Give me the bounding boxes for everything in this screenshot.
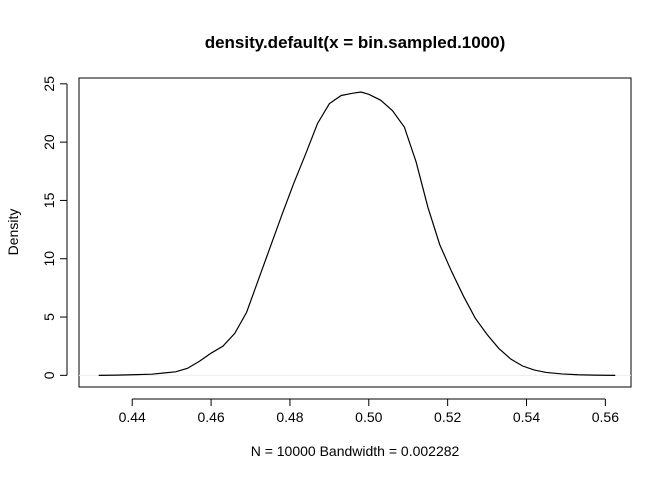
y-axis: 0 5 10 15 20 25 <box>41 76 68 379</box>
chart-title: density.default(x = bin.sampled.1000) <box>205 33 506 52</box>
x-tick-label: 0.46 <box>197 409 224 425</box>
x-tick-label: 0.44 <box>119 409 146 425</box>
x-axis-label: N = 10000 Bandwidth = 0.002282 <box>251 443 460 459</box>
y-tick-label: 0 <box>41 371 57 379</box>
y-tick-label: 5 <box>41 313 57 321</box>
x-tick-label: 0.52 <box>434 409 461 425</box>
x-tick-label: 0.54 <box>513 409 540 425</box>
x-tick-label: 0.50 <box>355 409 382 425</box>
y-tick-label: 25 <box>41 76 57 92</box>
x-axis: 0.44 0.46 0.48 0.50 0.52 0.54 0.56 <box>119 398 619 425</box>
plot-frame <box>78 77 632 388</box>
x-tick-label: 0.48 <box>276 409 303 425</box>
x-tick-label: 0.56 <box>592 409 619 425</box>
y-tick-label: 15 <box>41 192 57 208</box>
y-tick-label: 20 <box>41 134 57 150</box>
density-curve <box>98 91 616 376</box>
y-axis-label: Density <box>5 209 21 256</box>
y-tick-label: 10 <box>41 251 57 267</box>
